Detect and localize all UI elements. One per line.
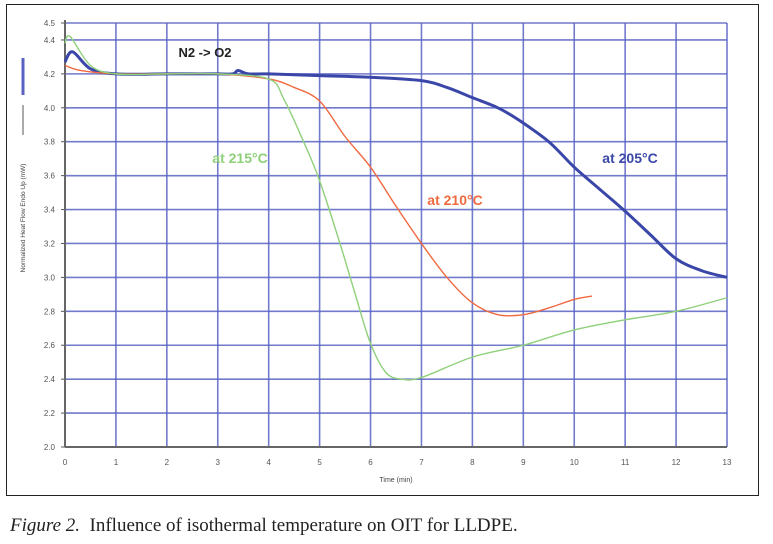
y-tick-label: 3.8 bbox=[44, 138, 56, 147]
series-line-215 bbox=[64, 35, 728, 381]
y-tick-label: 4.0 bbox=[44, 104, 56, 113]
x-tick-label: 6 bbox=[368, 458, 373, 467]
x-tick-label: 11 bbox=[621, 458, 630, 467]
x-tick-label: 13 bbox=[723, 458, 732, 467]
x-tick-label: 1 bbox=[114, 458, 119, 467]
y-tick-label: 2.4 bbox=[44, 375, 56, 384]
series-label: at 205°C bbox=[602, 150, 657, 166]
oit-chart: 4.5 4.4 4.2 4.0 3.8 3.6 3.4 3.2 3.0 2.8 2.6 2.4 2.2 2… bbox=[20, 19, 732, 484]
x-tick-label: 9 bbox=[521, 458, 526, 467]
y-tick-label: 3.0 bbox=[44, 273, 56, 282]
x-tick-label: 12 bbox=[672, 458, 681, 467]
x-tick-label: 10 bbox=[570, 458, 579, 467]
y-tick-label: 2.0 bbox=[44, 443, 56, 452]
y-tick-label: 4.5 bbox=[44, 19, 56, 28]
caption-prefix: Figure 2. bbox=[10, 515, 81, 536]
y-tick-label: 3.4 bbox=[44, 206, 56, 215]
y-tick-label: 4.2 bbox=[44, 70, 56, 79]
x-tick-label: 2 bbox=[165, 458, 170, 467]
x-tick-label: 3 bbox=[216, 458, 221, 467]
caption-text: Influence of isothermal temperature on O… bbox=[89, 515, 518, 536]
series-line-210 bbox=[64, 64, 593, 317]
series-label: at 210°C bbox=[427, 192, 482, 208]
x-tick-label: 8 bbox=[470, 458, 475, 467]
x-tick-label: 4 bbox=[266, 458, 271, 467]
y-axis-label: Normalized Heat Flow Endo Up (mW) bbox=[20, 164, 27, 273]
series-label: at 215°C bbox=[212, 150, 267, 166]
y-tick-label: 3.6 bbox=[44, 172, 56, 181]
y-tick-label: 2.2 bbox=[44, 409, 56, 418]
y-tick-label: 3.2 bbox=[44, 239, 56, 248]
figure-caption: Figure 2. Influence of isothermal temper… bbox=[10, 515, 518, 537]
x-tick-label: 0 bbox=[63, 458, 68, 467]
y-tick-label: 2.8 bbox=[44, 307, 56, 316]
x-axis-label: Time (min) bbox=[379, 477, 412, 484]
x-tick-label: 5 bbox=[317, 458, 322, 467]
x-tick-label: 7 bbox=[419, 458, 424, 467]
figure-frame bbox=[6, 4, 759, 496]
y-tick-label: 2.6 bbox=[44, 341, 56, 350]
y-tick-label: 4.4 bbox=[44, 36, 56, 45]
annotation-n2-o2: N2 -> O2 bbox=[178, 45, 231, 60]
